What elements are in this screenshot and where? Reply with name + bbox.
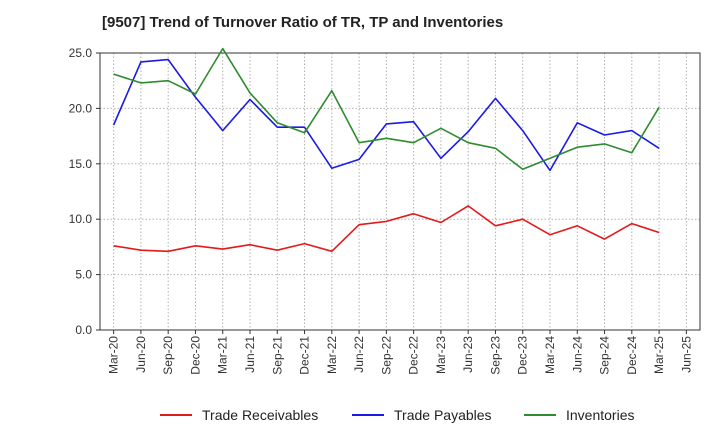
legend-label: Trade Receivables xyxy=(202,407,319,423)
legend: Trade Receivables Trade Payables Inventori… xyxy=(0,404,720,426)
legend-swatch xyxy=(160,414,192,416)
legend-swatch xyxy=(352,414,384,416)
x-tick-label: Jun-25 xyxy=(679,336,693,373)
x-axis: Mar-20 Jun-20 Sep-20 Dec-20 Mar-21 Jun-21 Sep-… xyxy=(107,330,693,375)
series-lines xyxy=(112,47,660,253)
x-tick-label: Sep-23 xyxy=(488,336,502,375)
y-tick-label: 0.0 xyxy=(75,323,92,337)
x-tick-label: Mar-23 xyxy=(434,336,448,374)
legend-item-inventories: Inventories xyxy=(524,404,634,426)
x-tick-label: Mar-21 xyxy=(216,336,230,374)
x-tick-label: Dec-21 xyxy=(298,336,312,375)
x-tick-label: Dec-22 xyxy=(407,336,421,375)
y-tick-label: 20.0 xyxy=(69,101,93,115)
legend-label: Trade Payables xyxy=(394,407,492,423)
x-tick-label: Sep-22 xyxy=(379,336,393,375)
x-tick-label: Jun-24 xyxy=(570,336,584,373)
x-tick-label: Mar-24 xyxy=(543,336,557,374)
plot-frame xyxy=(99,52,701,331)
grid xyxy=(100,52,700,331)
legend-item-trade-receivables: Trade Receivables xyxy=(160,404,318,426)
series-line-inventories xyxy=(113,47,660,171)
y-axis: 0.0 5.0 10.0 15.0 20.0 25.0 xyxy=(69,46,100,337)
y-tick-label: 10.0 xyxy=(69,212,93,226)
x-tick-label: Jun-23 xyxy=(461,336,475,373)
chart-title: [9507] Trend of Turnover Ratio of TR, TP… xyxy=(102,14,504,31)
x-tick-label: Mar-25 xyxy=(652,336,666,374)
legend-item-trade-payables: Trade Payables xyxy=(352,404,492,426)
x-tick-label: Sep-21 xyxy=(270,336,284,375)
x-tick-label: Dec-24 xyxy=(625,336,639,375)
x-tick-label: Dec-20 xyxy=(188,336,202,375)
x-tick-label: Jun-20 xyxy=(134,336,148,373)
x-tick-label: Sep-24 xyxy=(598,336,612,375)
legend-label: Inventories xyxy=(566,407,635,423)
x-tick-label: Mar-22 xyxy=(325,336,339,374)
series-line-trade-receivables xyxy=(113,205,660,253)
x-tick-label: Mar-20 xyxy=(107,336,121,374)
x-tick-label: Sep-20 xyxy=(161,336,175,375)
x-tick-label: Jun-21 xyxy=(243,336,257,373)
x-tick-label: Jun-22 xyxy=(352,336,366,373)
y-tick-label: 25.0 xyxy=(69,46,93,60)
x-tick-label: Dec-23 xyxy=(516,336,530,375)
series-line-trade-payables xyxy=(112,58,660,172)
y-tick-label: 5.0 xyxy=(75,268,92,282)
legend-swatch xyxy=(524,414,556,416)
y-tick-label: 15.0 xyxy=(69,157,93,171)
